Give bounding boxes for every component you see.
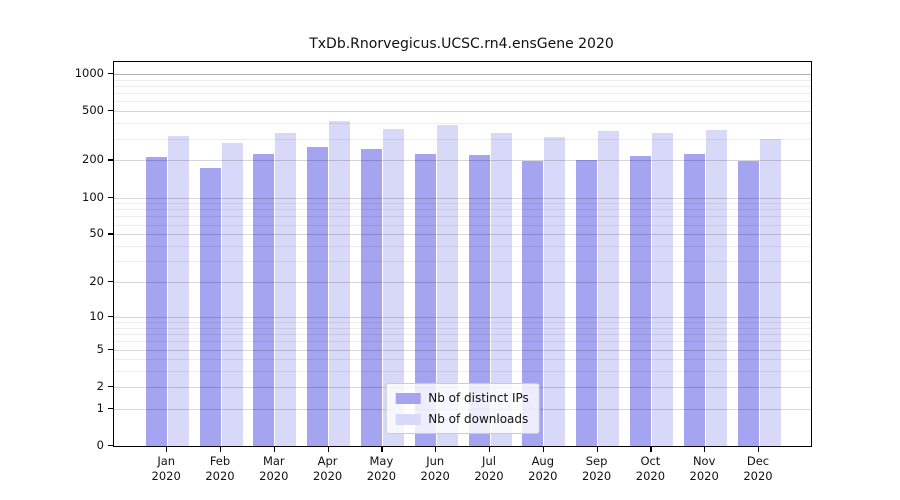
x-tick-mark [758,447,760,452]
bar-sep-downloads [598,131,620,446]
y-tick-label-200: 200 [82,152,104,167]
y-tick-mark [108,110,113,112]
bar-feb-downloads [221,142,243,446]
legend-label-downloads: Nb of downloads [428,412,529,426]
bar-jan-ips [145,156,167,446]
x-tick-label-jun: Jun 2020 [420,454,450,483]
x-tick-label-oct: Oct 2020 [635,454,666,483]
y-tick-mark [108,315,113,318]
chart-title: TxDb.Rnorvegicus.UCSC.rn4.ensGene 2020 [309,36,614,52]
x-tick-label-sep: Sep 2020 [581,454,612,483]
plot-area: Nb of distinct IPs Nb of downloads [113,61,812,447]
y-tick-label-1: 1 [96,400,104,415]
bar-jul-downloads [490,132,512,446]
bar-jun-ips [414,154,436,446]
x-tick-label-mar: Mar 2020 [259,454,289,483]
bar-nov-ips [683,153,705,446]
x-tick-mark [542,447,545,452]
x-tick-label-nov: Nov 2020 [689,454,719,483]
bar-jun-downloads [436,124,458,446]
bar-apr-ips [307,147,329,446]
legend: Nb of distinct IPs Nb of downloads [385,383,540,434]
x-tick-mark [166,447,168,452]
legend-item-distinct-ips: Nb of distinct IPs [395,391,529,405]
bar-dec-downloads [759,138,781,446]
x-tick-mark [650,447,652,452]
y-tick-label-500: 500 [82,103,104,118]
bar-may-downloads [382,128,404,446]
y-tick-mark [108,72,113,75]
bar-may-ips [360,148,382,446]
y-tick-label-5: 5 [96,341,104,356]
legend-item-downloads: Nb of downloads [395,412,529,426]
y-tick-label-100: 100 [82,189,104,204]
x-tick-mark [220,447,222,452]
x-tick-mark [596,447,598,452]
x-tick-label-aug: Aug 2020 [528,454,558,483]
x-tick-mark [489,447,491,452]
bar-feb-ips [199,167,221,446]
y-tick-mark [108,233,113,235]
bar-mar-ips [253,153,275,446]
y-tick-label-1000: 1000 [74,65,104,80]
x-tick-mark [435,447,437,452]
x-tick-mark [273,447,276,452]
x-tick-label-dec: Dec 2020 [743,454,773,483]
bars-layer [114,62,811,446]
bar-oct-ips [629,156,651,446]
y-tick-mark [108,196,113,198]
x-tick-mark [704,447,706,452]
bar-aug-downloads [544,137,566,446]
x-tick-mark [327,447,329,452]
y-tick-label-0: 0 [96,438,104,452]
legend-swatch-downloads [395,413,421,425]
bar-jan-downloads [167,136,189,446]
bar-mar-downloads [275,133,297,446]
bar-sep-ips [576,160,598,446]
legend-swatch-distinct-ips [395,392,421,404]
y-tick-label-50: 50 [89,226,104,241]
y-tick-mark [108,385,113,388]
legend-label-distinct-ips: Nb of distinct IPs [428,391,529,405]
x-tick-label-jul: Jul 2020 [474,454,504,483]
bar-oct-downloads [651,132,673,446]
bar-nov-downloads [705,130,727,446]
x-tick-label-apr: Apr 2020 [312,454,343,483]
x-tick-mark [381,447,383,452]
y-tick-mark [108,159,113,161]
y-tick-label-2: 2 [96,378,104,393]
bar-jul-ips [468,155,490,446]
bar-aug-ips [522,160,544,446]
y-tick-label-10: 10 [89,308,104,323]
y-tick-label-20: 20 [89,274,104,288]
y-tick-mark [108,281,113,283]
y-tick-mark [108,348,113,350]
x-tick-label-feb: Feb 2020 [205,454,235,483]
bar-dec-ips [737,161,759,446]
bar-apr-downloads [329,120,351,446]
y-tick-mark [108,445,113,447]
x-tick-label-may: May 2020 [366,454,397,483]
x-tick-label-jan: Jan 2020 [151,454,181,483]
y-tick-mark [108,407,113,409]
